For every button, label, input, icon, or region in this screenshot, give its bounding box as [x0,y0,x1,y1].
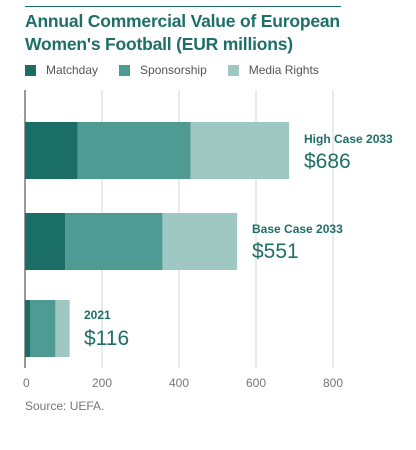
bar-sponsorship-2 [30,300,56,357]
x-tick-label-200: 200 [92,376,112,390]
bar-sponsorship-1 [65,213,163,270]
bar-matchday-1 [25,213,66,270]
legend: Matchday Sponsorship Media Rights [25,62,340,78]
scenario-labels: High Case 2033 $686 Base Case 2033 $551 2021… [84,132,393,350]
legend-item-matchday: Matchday [25,63,98,77]
bar-matchday-2 [25,300,31,357]
chart-title: Annual Commercial Value of European Wome… [25,11,340,54]
legend-label-media-rights: Media Rights [248,63,319,77]
bar-media-rights-2 [55,300,70,357]
scenario-value-1: $551 [252,240,299,263]
source-note: Source: UEFA. [25,399,105,413]
bar-sponsorship-0 [77,122,191,179]
x-tick-label-800: 800 [323,376,343,390]
bar-media-rights-1 [162,213,238,270]
scenario-label-0: High Case 2033 [304,132,393,146]
x-axis-ticks: 0 200 400 600 800 [23,376,343,390]
scenario-value-0: $686 [304,150,351,173]
scenario-label-1: Base Case 2033 [252,222,343,236]
legend-label-matchday: Matchday [46,63,99,77]
legend-swatch-sponsorship [119,64,131,76]
legend-swatch-media-rights [227,64,239,76]
x-tick-label-0: 0 [23,376,30,390]
legend-label-sponsorship: Sponsorship [140,63,207,77]
scenario-label-2: 2021 [84,308,111,322]
bar-media-rights-0 [190,122,290,179]
legend-swatch-matchday [25,64,36,76]
legend-item-media-rights: Media Rights [227,63,319,77]
x-tick-label-600: 600 [246,376,266,390]
bar-matchday-0 [25,122,78,179]
x-tick-label-400: 400 [169,376,189,390]
title-rule [25,6,341,7]
bars [25,122,290,357]
scenario-value-2: $116 [84,327,129,350]
legend-item-sponsorship: Sponsorship [119,63,207,77]
